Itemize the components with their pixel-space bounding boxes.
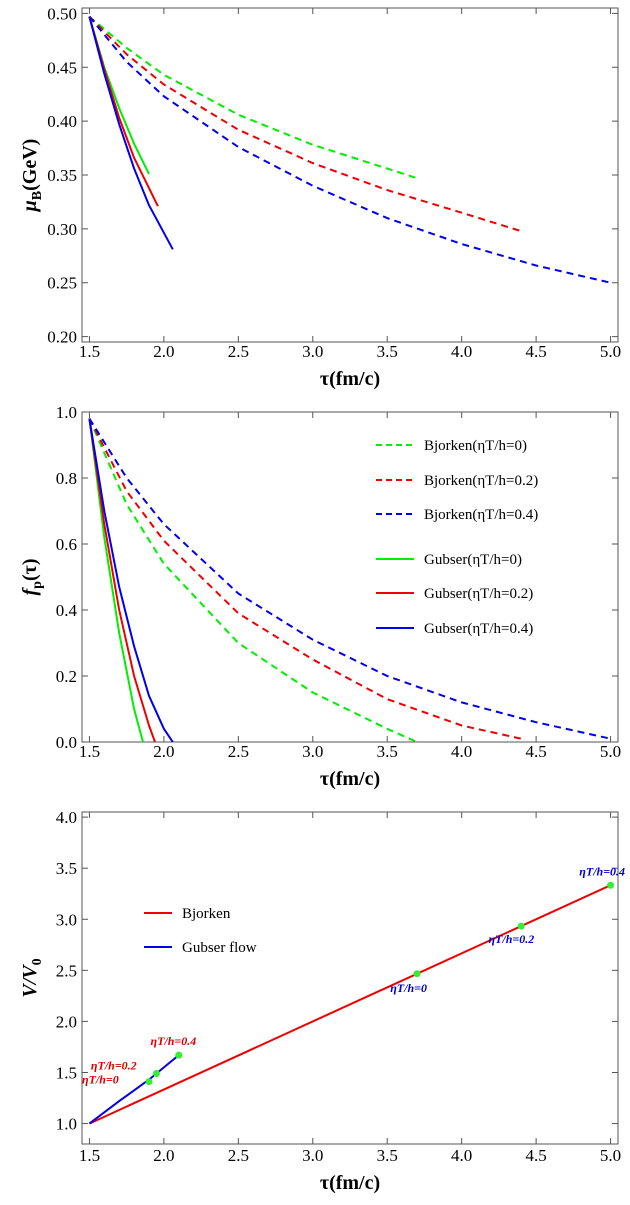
chart-volume-ratio: 1.5 2.0 2.5 3.0 3.5 4.0 4.5 5.01.01.52.02.53.03… xyxy=(19,808,625,1194)
x-tick-label: 2.0 xyxy=(153,342,174,361)
solid-series-line xyxy=(88,418,174,742)
annotation-label: ηT/h=0.2 xyxy=(488,932,534,946)
plot-frame xyxy=(81,411,619,743)
solid-series-line xyxy=(88,16,159,207)
data-point-marker xyxy=(413,970,421,978)
legend-entry-label: Bjorken(ηT/h=0) xyxy=(424,438,527,454)
x-tick-label: 4.0 xyxy=(451,1146,472,1165)
y-tick-label: 0.30 xyxy=(47,220,77,239)
x-tick-label: 3.5 xyxy=(377,1146,398,1165)
x-tick-label: 2.0 xyxy=(153,1146,174,1165)
data-point-marker xyxy=(145,1078,153,1086)
x-tick-label: 3.5 xyxy=(377,342,398,361)
y-tick-label: 3.0 xyxy=(56,910,77,929)
y-tick-label: 0.40 xyxy=(47,112,77,131)
dashed-series-line xyxy=(88,418,611,740)
y-tick-label: 1.5 xyxy=(56,1063,77,1082)
y-tick-label: 0.4 xyxy=(56,601,78,620)
data-point-marker xyxy=(607,881,615,889)
y-tick-label: 0.35 xyxy=(47,166,77,185)
x-tick-label: 5.0 xyxy=(600,742,621,761)
x-tick-label: 4.5 xyxy=(525,1146,546,1165)
legend-entry-label: Gubser(ηT/h=0.2) xyxy=(424,586,533,602)
data-point-marker xyxy=(152,1070,160,1078)
data-point-marker xyxy=(175,1051,183,1059)
x-tick-label: 5.0 xyxy=(600,1146,621,1165)
x-tick-label: 2.0 xyxy=(153,742,174,761)
y-tick-label: 3.5 xyxy=(56,859,77,878)
x-axis-label: τ(fm/c) xyxy=(320,768,380,790)
y-tick-label: 0.0 xyxy=(56,733,77,752)
x-tick-label: 4.0 xyxy=(451,742,472,761)
plot-frame xyxy=(81,7,619,343)
y-tick-label: 2.0 xyxy=(56,1012,77,1031)
solid-series-line xyxy=(88,418,144,742)
y-tick-label: 0.2 xyxy=(56,667,77,686)
y-tick-label: 4.0 xyxy=(56,808,77,827)
x-axis-label: τ(fm/c) xyxy=(320,1172,380,1194)
y-tick-label: 0.8 xyxy=(56,469,77,488)
solid-series-line xyxy=(88,884,612,1125)
x-tick-label: 4.5 xyxy=(525,742,546,761)
data-point-marker xyxy=(517,922,525,930)
x-tick-label: 4.0 xyxy=(451,342,472,361)
solid-series-line xyxy=(88,1054,180,1125)
annotation-label: ηT/h=0.4 xyxy=(150,1034,196,1048)
y-axis-label: fp(τ) xyxy=(19,558,45,595)
annotation-label: ηT/h=0 xyxy=(82,1073,119,1087)
dashed-series-line xyxy=(88,15,525,234)
y-tick-label: 0.6 xyxy=(56,535,77,554)
solid-series-line xyxy=(88,418,156,742)
dashed-series-line xyxy=(88,418,418,742)
x-axis-label: τ(fm/c) xyxy=(320,368,380,390)
legend-entry-label: Bjorken xyxy=(182,906,231,922)
solid-series-line xyxy=(88,16,150,175)
solid-series-line xyxy=(88,16,174,250)
legend-entry-label: Gubser(ηT/h=0.4) xyxy=(424,621,533,637)
y-tick-label: 0.45 xyxy=(47,58,77,77)
x-tick-label: 3.0 xyxy=(302,742,323,761)
x-tick-label: 5.0 xyxy=(600,342,621,361)
chart-mu-b: 1.5 2.0 2.5 3.0 3.5 4.0 4.5 5.0 0.20 0.25 0.30 0.35… xyxy=(19,4,621,390)
dashed-series-line xyxy=(88,15,611,284)
legend-entry-label: Gubser flow xyxy=(182,940,257,956)
y-tick-label: 0.50 xyxy=(47,4,77,23)
y-axis-label: μB(GeV) xyxy=(19,139,45,213)
y-tick-label: 2.5 xyxy=(56,961,77,980)
plot-frame xyxy=(81,811,619,1145)
y-tick-label: 0.25 xyxy=(47,274,77,293)
x-tick-label: 3.0 xyxy=(302,342,323,361)
x-tick-label: 2.5 xyxy=(228,1146,249,1165)
legend-entry-label: Bjorken(ηT/h=0.4) xyxy=(424,507,538,523)
y-tick-label: 0.20 xyxy=(47,328,77,347)
legend-entry-label: Bjorken(ηT/h=0.2) xyxy=(424,473,538,489)
chart-fp: 1.5 2.0 2.5 3.0 3.5 4.0 4.5 5.0 0.0 0.2 0.4 0.6 0.8 1… xyxy=(19,403,621,790)
x-tick-label: 1.5 xyxy=(79,742,100,761)
x-tick-label: 2.5 xyxy=(228,342,249,361)
x-tick-label: 3.0 xyxy=(302,1146,323,1165)
dashed-series-line xyxy=(88,418,522,740)
annotation-label: ηT/h=0 xyxy=(390,981,427,995)
dashed-series-line xyxy=(88,15,418,180)
x-tick-label: 1.5 xyxy=(79,1146,100,1165)
x-tick-label: 1.5 xyxy=(79,342,100,361)
legend-entry-label: Gubser(ηT/h=0) xyxy=(424,552,522,568)
y-axis-label: V/V0 xyxy=(19,958,45,997)
x-tick-label: 4.5 xyxy=(525,342,546,361)
annotation-label: ηT/h=0.4 xyxy=(579,864,625,878)
y-tick-label: 1.0 xyxy=(56,403,77,422)
annotation-label: ηT/h=0.2 xyxy=(91,1058,137,1072)
y-tick-label: 1.0 xyxy=(56,1115,77,1134)
x-tick-label: 3.5 xyxy=(377,742,398,761)
x-tick-label: 2.5 xyxy=(228,742,249,761)
